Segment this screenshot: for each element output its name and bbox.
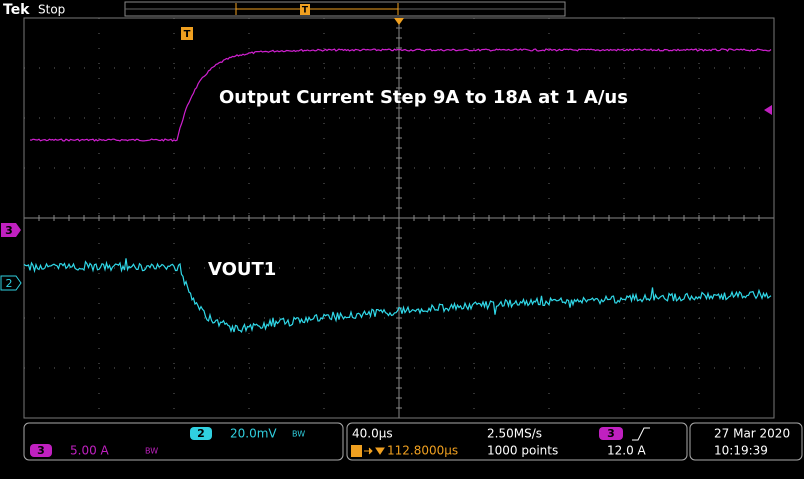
trigger-position: 112.8000µs: [387, 444, 458, 458]
ch2-trace: [23, 258, 772, 334]
annotation: Output Current Step 9A to 18A at 1 A/us: [219, 87, 628, 108]
trigger-position-arrow: [364, 447, 385, 455]
trigger-flag-label: T: [302, 6, 309, 16]
graticule: [23, 17, 775, 419]
trigger-level: 12.0 A: [607, 444, 647, 458]
trigger-source-badge: [599, 427, 623, 440]
ch2-badge: [190, 427, 212, 440]
ch3-trace: [29, 48, 772, 142]
time: 10:19:39: [714, 444, 768, 458]
timebase: 40.0µs: [352, 427, 393, 441]
ch3-bandwidth: BW: [145, 447, 158, 456]
annotation: VOUT1: [208, 259, 276, 280]
trigger-position-marker: [394, 18, 404, 25]
trigger-source: 3: [607, 427, 615, 440]
trigger-marker-label: T: [184, 29, 191, 40]
view-bracket: [235, 3, 399, 15]
ch2-badge-label: 2: [197, 427, 205, 440]
date: 27 Mar 2020: [714, 427, 790, 441]
timebase-panel: [346, 422, 688, 461]
brand: Tek: [3, 2, 30, 18]
ch3-scale: 5.00 A: [70, 444, 110, 458]
trigger-position-icon: [351, 445, 362, 457]
ch2-marker: [0, 275, 22, 291]
trigger-slope: [632, 427, 650, 441]
ch3-badge: [30, 444, 52, 457]
channel-panel: [23, 422, 344, 461]
ch2-scale: 20.0mV: [230, 427, 277, 441]
trigger-level-marker: [764, 105, 772, 115]
status: Stop: [38, 3, 65, 17]
ch3-badge-label: 3: [37, 444, 45, 457]
sample-rate: 2.50MS/s: [487, 427, 542, 441]
ch3-marker: [1, 223, 21, 237]
datetime-panel: [689, 422, 803, 461]
record-length: 1000 points: [487, 444, 558, 458]
ch3-marker-label: 3: [5, 224, 13, 237]
ch2-bandwidth: BW: [292, 430, 305, 439]
trigger-flag: [300, 4, 310, 15]
trigger-marker: [181, 27, 193, 40]
ch2-marker-label: 2: [6, 277, 13, 290]
